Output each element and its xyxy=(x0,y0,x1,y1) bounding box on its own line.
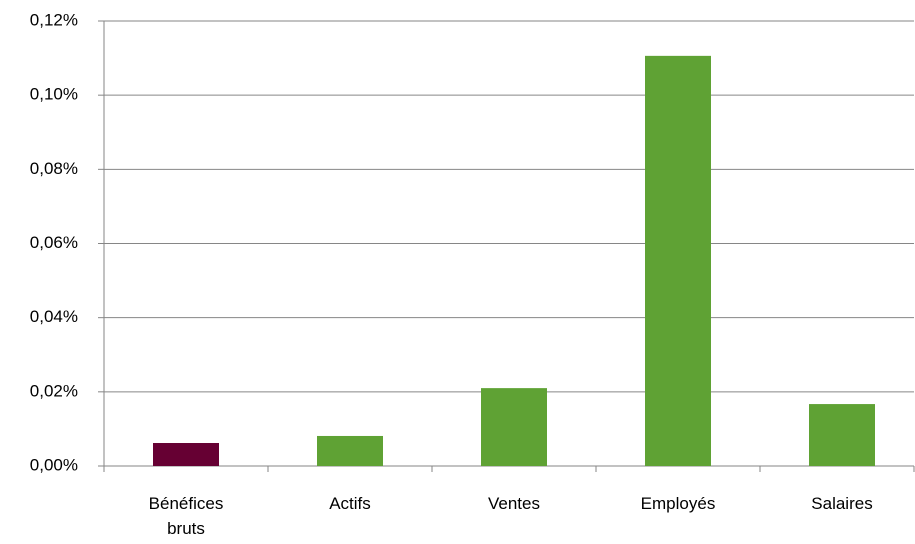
x-tick-label: Employés xyxy=(640,494,716,513)
y-tick-label: 0,06% xyxy=(30,233,78,252)
x-tick-label: Ventes xyxy=(488,494,540,513)
y-tick-label: 0,08% xyxy=(30,159,78,178)
y-tick-label: 0,10% xyxy=(30,85,78,104)
bar xyxy=(645,55,711,466)
y-tick-label: 0,02% xyxy=(30,381,78,400)
x-tick-label: Actifs xyxy=(329,494,371,513)
y-tick-label: 0,00% xyxy=(30,455,78,474)
y-tick-label: 0,04% xyxy=(30,307,78,326)
y-tick-label: 0,12% xyxy=(30,10,78,29)
bar xyxy=(809,404,875,466)
bar xyxy=(481,388,547,466)
x-tick-label: Bénéfices bruts xyxy=(148,494,224,538)
bar xyxy=(153,443,219,466)
bar xyxy=(317,435,383,466)
x-tick-label: Salaires xyxy=(811,494,873,513)
